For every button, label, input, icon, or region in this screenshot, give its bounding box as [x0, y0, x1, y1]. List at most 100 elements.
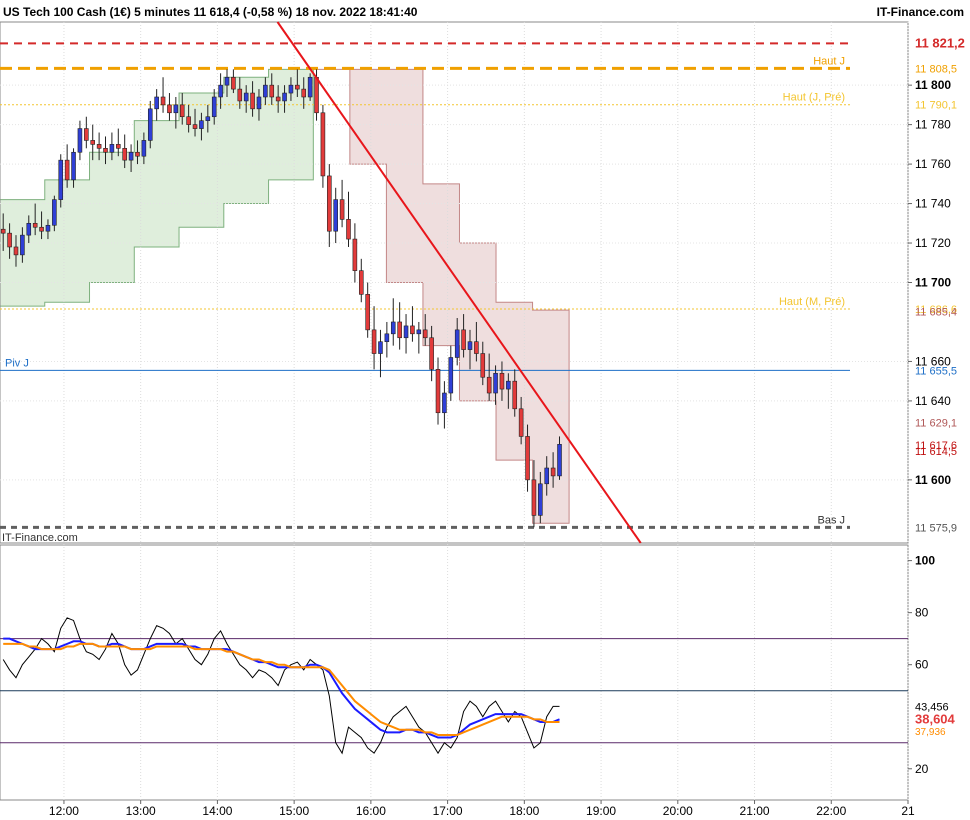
- candle-body: [467, 341, 473, 350]
- candle-body: [390, 321, 396, 335]
- candle-body: [538, 483, 543, 516]
- candle-body: [109, 144, 115, 153]
- osc-line: [2, 617, 560, 755]
- osc-y-tick-label: 60: [915, 658, 929, 672]
- price-label: 11 614,5: [915, 446, 957, 458]
- level-price-label-piv_j: 11 655,5: [915, 365, 957, 377]
- candle-body: [84, 128, 89, 141]
- candle-body: [116, 144, 121, 149]
- candle-body: [320, 112, 326, 177]
- oscillator-panel-frame: [0, 544, 909, 801]
- candle-body: [90, 140, 96, 145]
- price-label: 11 617,6: [915, 440, 957, 452]
- candle-body: [0, 228, 6, 234]
- candle-body: [480, 353, 486, 378]
- level-price-label-haut_j: 11 808,5: [915, 63, 957, 75]
- candle-body: [205, 116, 211, 121]
- level-price-label-haut_j_pre: 11 790,1: [915, 100, 957, 112]
- level-label-piv_j: Piv J: [5, 357, 29, 369]
- candle-body: [525, 436, 530, 481]
- candle-body: [282, 92, 287, 102]
- oscillator-panel: [0, 617, 908, 755]
- candle-body: [448, 357, 454, 394]
- candle-body: [288, 84, 294, 94]
- x-tick-label: 20:00: [663, 804, 693, 818]
- candle-body: [550, 467, 556, 477]
- trend-layer: [276, 21, 642, 544]
- candle-body: [154, 96, 159, 110]
- candle-body: [378, 341, 383, 354]
- candle-body: [384, 333, 390, 343]
- candle-body: [256, 96, 262, 110]
- candle-body: [71, 151, 76, 181]
- y-tick-label: 11 760: [915, 157, 951, 171]
- x-tick-label: 19:00: [586, 804, 616, 818]
- level-label-bas_j: Bas J: [817, 514, 845, 526]
- candle-body: [173, 104, 179, 114]
- price-label: 11 685,4: [915, 306, 957, 318]
- level-label-haut_j: Haut J: [813, 55, 845, 67]
- candle-body: [518, 408, 524, 437]
- level-label-haut_j_pre: Haut (J, Pré): [783, 92, 845, 104]
- candle-body: [20, 234, 25, 256]
- x-tick-label: 12:00: [49, 804, 79, 818]
- candle-body: [77, 128, 83, 153]
- candle-body: [122, 148, 127, 161]
- candle-body: [96, 144, 102, 149]
- candle-body: [45, 224, 51, 232]
- candle-body: [224, 76, 230, 86]
- x-tick-label: 21: [901, 804, 915, 818]
- candle-body: [461, 329, 466, 350]
- candle-body: [454, 329, 460, 358]
- candle-body: [263, 84, 268, 98]
- candle-body: [358, 270, 364, 295]
- candle-body: [39, 226, 44, 232]
- osc-y-tick-label: 80: [915, 606, 929, 620]
- candle-body: [26, 222, 32, 236]
- candle-body: [135, 151, 140, 157]
- candle-body: [275, 96, 281, 102]
- candle-body: [327, 175, 332, 232]
- candle-body: [486, 376, 492, 394]
- candle-body: [365, 294, 370, 331]
- candle-body: [269, 84, 275, 98]
- osc-ma-value: 38,604: [915, 711, 956, 726]
- x-tick-label: 22:00: [816, 804, 846, 818]
- candle-body: [58, 159, 64, 200]
- x-tick-label: 14:00: [202, 804, 232, 818]
- candle-body: [512, 380, 518, 410]
- candle-body: [435, 369, 441, 414]
- candle-body: [410, 325, 415, 335]
- candle-body: [199, 120, 204, 129]
- candle-body: [103, 148, 108, 153]
- y-tick-label: 11 800: [915, 78, 951, 92]
- candle-body: [160, 96, 166, 106]
- chart-title: US Tech 100 Cash (1€) 5 minutes 11 618,4…: [3, 5, 418, 19]
- candle-body: [499, 372, 505, 390]
- candle-body: [422, 329, 428, 339]
- grid-layer: [0, 21, 909, 801]
- y-tick-label: 11 640: [915, 394, 951, 408]
- candle-body: [141, 140, 147, 157]
- candle-body: [237, 88, 243, 102]
- candle-body: [301, 88, 307, 98]
- candle-body: [314, 76, 319, 114]
- candle-body: [557, 444, 562, 477]
- levels-layer: Haut J Haut (J, Pré) Haut (M, Pré) Piv J Bas…: [0, 42, 850, 529]
- candle-body: [147, 108, 153, 141]
- candle-body: [397, 321, 402, 339]
- candle-body: [211, 96, 217, 118]
- candle-body: [13, 246, 19, 256]
- candle-body: [493, 372, 498, 394]
- candle-body: [32, 222, 38, 228]
- y-tick-label: 11 720: [915, 236, 951, 250]
- osc-y-tick-label: 100: [915, 554, 935, 568]
- candle-body: [192, 124, 198, 129]
- x-tick-label: 18:00: [509, 804, 539, 818]
- watermark: IT-Finance.com: [2, 532, 78, 544]
- y-tick-label: 11 700: [915, 276, 951, 290]
- candle-body: [346, 219, 351, 240]
- candle-body: [339, 199, 345, 220]
- y-tick-label: 11 600: [915, 473, 951, 487]
- candle-body: [231, 76, 236, 90]
